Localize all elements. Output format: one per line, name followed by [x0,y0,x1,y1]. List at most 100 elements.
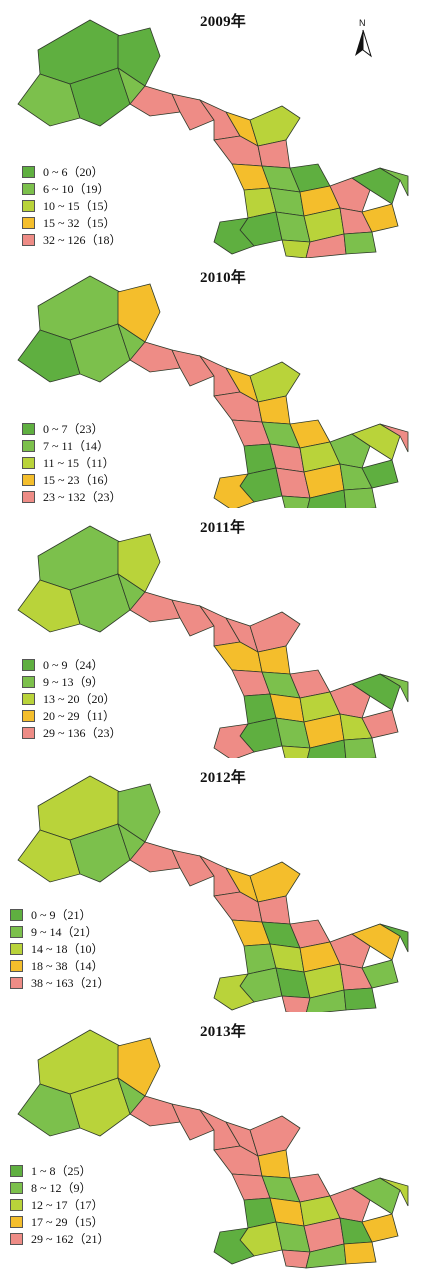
map-legend: 0 ~ 6（20） 6 ~ 10（19） 10 ~ 15（15） 15 ~ 32（15… [22,163,122,248]
legend-swatch [22,726,35,739]
region-polygon [213,217,255,255]
legend-label: 23 ~ 132（23） [43,488,122,505]
legend-range: 32 ~ 126 [43,233,86,247]
region-polygon [117,27,161,87]
region-polygon [171,599,215,637]
region-polygon [329,177,371,213]
legend-count: （21） [61,925,98,939]
legend-range: 0 ~ 6 [43,165,68,179]
legend-entry: 18 ~ 38（14） [10,957,110,974]
legend-swatch [22,658,35,671]
region-polygon [379,923,409,953]
legend-range: 15 ~ 32 [43,216,80,230]
legend-swatch [22,199,35,212]
region-polygon [361,203,399,233]
region-polygon [343,487,377,508]
legend-count: （20） [79,692,116,706]
legend-range: 12 ~ 17 [31,1198,68,1212]
legend-entry: 0 ~ 6（20） [22,163,122,180]
region-polygon [117,783,161,843]
region-polygon [281,745,311,758]
region-polygon [379,1177,409,1207]
legend-swatch [22,692,35,705]
legend-swatch [22,473,35,486]
legend-count: （10） [67,942,104,956]
legend-count: （14） [73,439,110,453]
region-polygon [129,1095,181,1127]
legend-swatch [22,675,35,688]
map-panel-4: 2012年 0 ~ 9（21） 9 ~ 14（21） 14 ~ 18（10） 18 ~ … [0,758,427,1012]
map-panel-5: 2013年 1 ~ 8（25） 8 ~ 12（9） 12 ~ 17（17） 17 ~ 2… [0,1012,427,1269]
legend-count: （17） [67,1198,104,1212]
legend-entry: 14 ~ 18（10） [10,940,110,957]
map-title: 2012年 [200,770,247,786]
region-polygon [307,739,347,758]
legend-entry: 9 ~ 14（21） [10,923,110,940]
region-polygon [281,239,311,258]
legend-swatch [10,942,23,955]
region-polygon [129,85,181,117]
legend-swatch [10,1232,23,1245]
legend-count: （11） [79,709,116,723]
legend-label: 1 ~ 8（25） [31,1162,92,1179]
legend-swatch [10,1198,23,1211]
region-polygon [379,423,409,453]
legend-swatch [22,422,35,435]
region-polygon [17,829,81,883]
legend-label: 10 ~ 15（15） [43,197,116,214]
legend-swatch [22,182,35,195]
map-legend: 0 ~ 9（24） 9 ~ 13（9） 13 ~ 20（20） 20 ~ 29（11）… [22,656,122,741]
region-polygon [281,495,311,508]
legend-swatch [22,456,35,469]
region-polygon [249,861,301,903]
legend-label: 14 ~ 18（10） [31,940,104,957]
region-polygon [69,67,131,127]
region-polygon [171,849,215,887]
legend-entry: 17 ~ 29（15） [10,1213,110,1230]
legend-entry: 12 ~ 17（17） [10,1196,110,1213]
map-title: 2010年 [200,270,247,286]
legend-label: 9 ~ 14（21） [31,923,98,940]
legend-entry: 32 ~ 126（18） [22,231,122,248]
region-polygon [351,167,401,205]
region-polygon [171,349,215,387]
region-polygon [249,105,301,147]
legend-label: 8 ~ 12（9） [31,1179,92,1196]
map-legend: 0 ~ 7（23） 7 ~ 11（14） 11 ~ 15（11） 15 ~ 23（16… [22,420,122,505]
legend-range: 14 ~ 18 [31,942,68,956]
choropleth-map [17,19,409,258]
choropleth-map [17,775,409,1012]
legend-count: （20） [67,165,104,179]
legend-entry: 20 ~ 29（11） [22,707,122,724]
region-polygon [361,459,399,489]
region-polygon [343,737,377,758]
legend-entry: 23 ~ 132（23） [22,488,122,505]
region-polygon [249,361,301,403]
legend-entry: 29 ~ 162（21） [10,1230,110,1247]
map-legend: 0 ~ 9（21） 9 ~ 14（21） 14 ~ 18（10） 18 ~ 38（14… [10,906,110,991]
legend-range: 38 ~ 163 [31,976,74,990]
legend-count: （15） [79,216,116,230]
region-polygon [213,473,255,508]
legend-entry: 15 ~ 23（16） [22,471,122,488]
region-polygon [69,323,131,383]
map-title: 2009年 [200,14,247,30]
region-polygon [129,341,181,373]
legend-count: （18） [85,233,122,247]
legend-entry: 1 ~ 8（25） [10,1162,110,1179]
legend-label: 0 ~ 9（24） [43,656,104,673]
legend-range: 15 ~ 23 [43,473,80,487]
legend-count: （11） [79,456,115,470]
region-polygon [171,1103,215,1141]
legend-range: 13 ~ 20 [43,692,80,706]
legend-entry: 29 ~ 136（23） [22,724,122,741]
legend-range: 11 ~ 15 [43,456,80,470]
region-polygon [329,433,371,469]
legend-label: 11 ~ 15（11） [43,454,115,471]
map-panel-2: 2010年 0 ~ 7（23） 7 ~ 11（14） 11 ~ 15（11） 15 ~ … [0,258,427,508]
region-polygon [17,1083,81,1137]
legend-range: 8 ~ 12 [31,1181,62,1195]
legend-label: 18 ~ 38（14） [31,957,104,974]
region-polygon [361,959,399,989]
region-polygon [379,167,409,197]
